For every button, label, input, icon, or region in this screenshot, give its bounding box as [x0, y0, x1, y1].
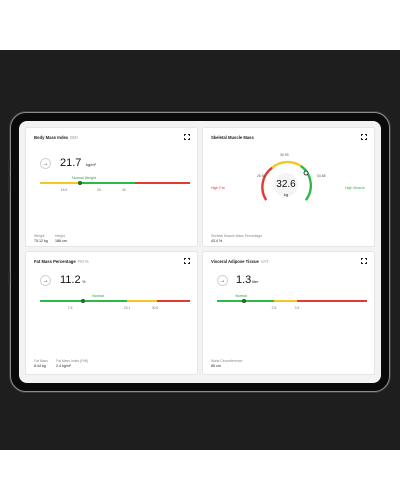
- side-button: [8, 273, 10, 283]
- expand-icon[interactable]: [184, 258, 190, 264]
- arrow-right-icon[interactable]: →: [217, 275, 228, 286]
- range-bar: [217, 300, 367, 302]
- app-screen: Body Mass Index BMI → 21.7 kg/m² Normal W…: [19, 121, 381, 383]
- tick-label: 2.5: [271, 306, 277, 310]
- waist-label: Waist Circumference: [211, 359, 243, 363]
- skeletal-muscle-card: Skeletal Muscle Mass 32.6 kg High Fat Hi…: [202, 127, 375, 247]
- card-abbr: VAT: [260, 259, 269, 264]
- expand-icon[interactable]: [361, 258, 367, 264]
- tick-label: 25: [97, 188, 101, 192]
- weight-label: Weight: [34, 234, 45, 238]
- tick-label: 30: [122, 188, 126, 192]
- gauge-tick: 30.93: [280, 153, 289, 157]
- waist-value: 85 cm: [211, 364, 221, 368]
- volume-button: [8, 159, 10, 173]
- range-label: Normal: [235, 294, 247, 298]
- expand-icon[interactable]: [361, 134, 367, 140]
- fat-mass-label: Fat Mass: [34, 359, 48, 363]
- height-label: Height: [55, 234, 65, 238]
- card-title: Body Mass Index BMI: [34, 135, 78, 140]
- gauge-marker: [303, 170, 309, 176]
- tick-label: 7.6: [67, 306, 73, 310]
- card-title: Fat Mass Percentage FM %: [34, 259, 89, 264]
- tick-label: 30.6: [151, 306, 159, 310]
- bmi-value: 21.7: [60, 157, 82, 169]
- fmi-value: 2.4 kg/m²: [56, 364, 71, 368]
- height-value: 186 cm: [55, 239, 67, 243]
- fmi-label: Fat Mass Index (FMI): [56, 359, 89, 363]
- muscle-gauge: [261, 160, 313, 201]
- volume-button: [8, 177, 10, 191]
- muscle-value: 32.6: [276, 179, 296, 190]
- bmi-card: Body Mass Index BMI → 21.7 kg/m² Normal W…: [25, 127, 198, 247]
- range-bar: [40, 182, 190, 184]
- gauge-low-arc: [261, 166, 273, 201]
- bmi-unit: kg/m²: [86, 162, 96, 167]
- muscle-unit: kg: [283, 192, 289, 197]
- visceral-unit: liter: [252, 279, 259, 284]
- card-title: Skeletal Muscle Mass: [211, 135, 254, 140]
- gauge-mid-arc: [271, 160, 302, 169]
- value-marker: [78, 181, 82, 185]
- card-abbr: FM %: [77, 259, 89, 264]
- tick-label: 18.5: [60, 188, 68, 192]
- muscle-percentage-value: 43.4 %: [211, 239, 223, 243]
- muscle-percentage-label: Skeletal Muscle Mass Percentage: [211, 234, 263, 238]
- fat-value: 11.2: [60, 274, 81, 286]
- arrow-right-icon[interactable]: →: [40, 275, 51, 286]
- fat-unit: %: [82, 279, 86, 284]
- tick-label: 3.5: [294, 306, 300, 310]
- card-abbr: BMI: [70, 135, 78, 140]
- high-muscle-label: High Muscle: [345, 186, 365, 190]
- fat-mass-card: Fat Mass Percentage FM % → 11.2 % Normal …: [25, 251, 198, 375]
- value-marker: [242, 299, 246, 303]
- tick-label: 23.1: [123, 306, 131, 310]
- fat-mass-value: 8.44 kg: [34, 364, 46, 368]
- range-bar: [40, 300, 190, 302]
- arrow-right-icon[interactable]: →: [40, 158, 51, 169]
- gauge-high-arc: [300, 165, 313, 201]
- gauge-tick: 26.92: [257, 174, 266, 178]
- range-label: Normal: [92, 294, 104, 298]
- high-fat-label: High Fat: [211, 186, 225, 190]
- expand-icon[interactable]: [184, 134, 190, 140]
- tablet-frame: Body Mass Index BMI → 21.7 kg/m² Normal W…: [8, 112, 390, 392]
- range-label: Normal Weight: [72, 176, 96, 180]
- visceral-value: 1.3: [236, 274, 252, 286]
- gauge-center: [274, 173, 298, 197]
- value-marker: [81, 299, 85, 303]
- weight-value: 75.12 kg: [34, 239, 48, 243]
- visceral-fat-card: Visceral Adipose Tissue VAT → 1.3 liter N…: [202, 251, 375, 375]
- gauge-tick: 34.68: [317, 174, 326, 178]
- card-title: Visceral Adipose Tissue VAT: [211, 259, 269, 264]
